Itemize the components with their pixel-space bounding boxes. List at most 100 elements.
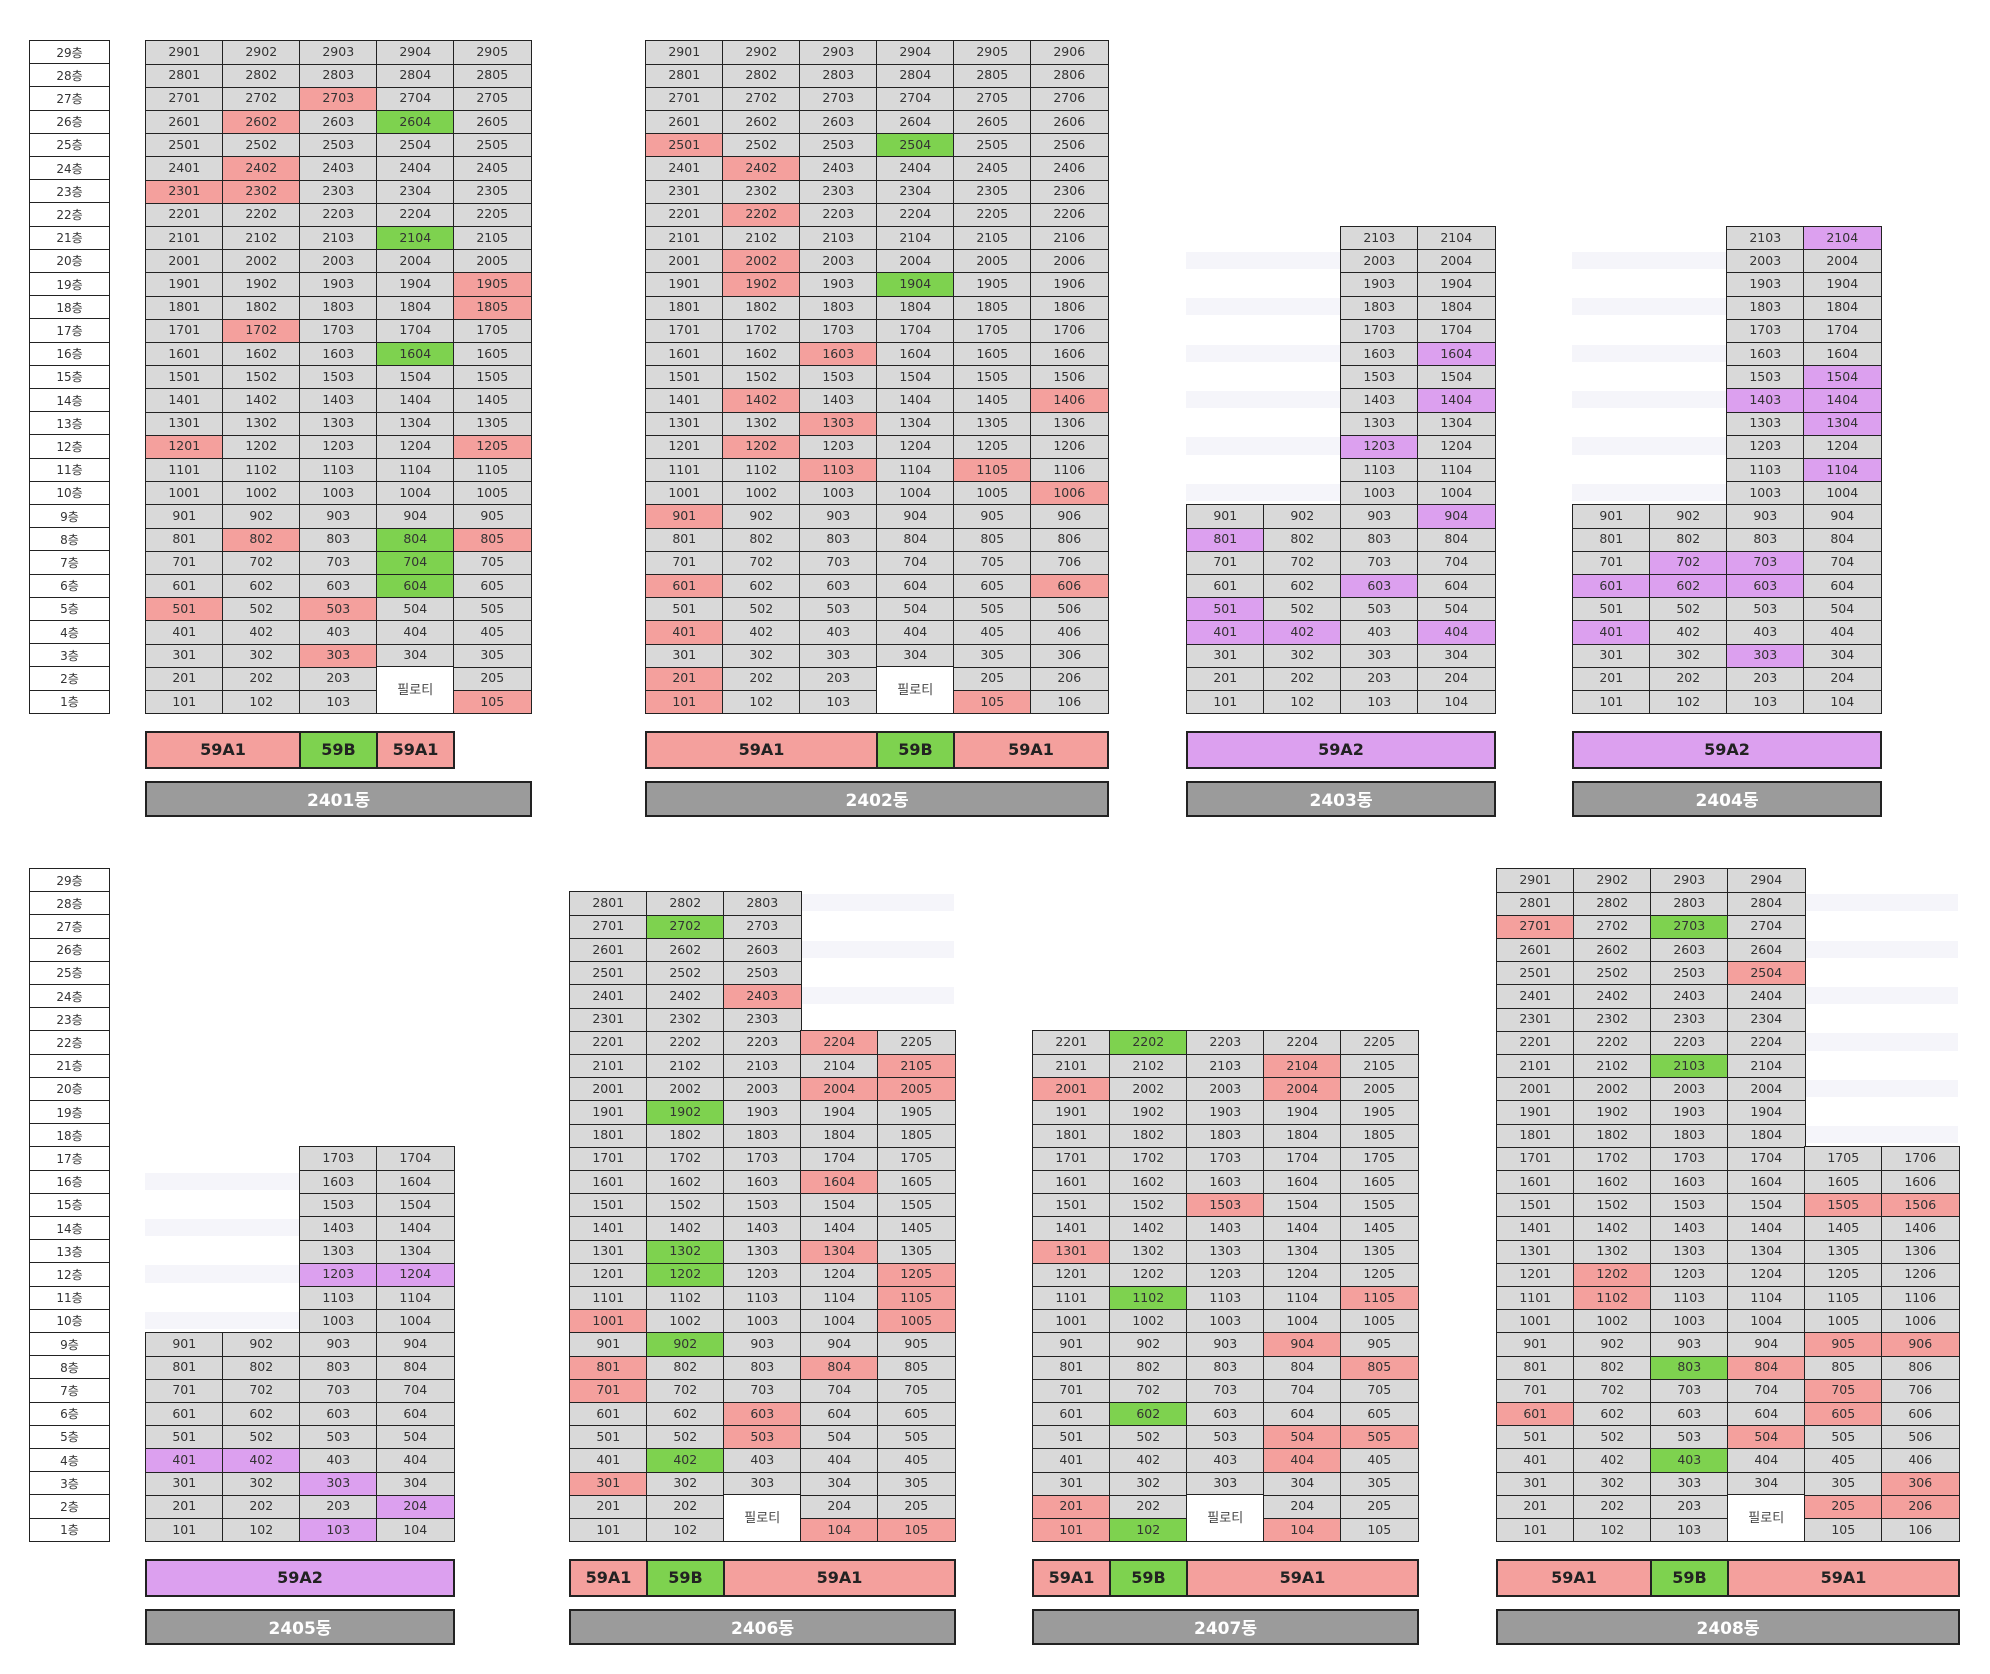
unit-cell[interactable]: 804 [800,1355,879,1380]
unit-cell[interactable]: 2704 [876,86,955,112]
unit-cell[interactable]: 1204 [800,1262,879,1288]
unit-cell[interactable]: 1004 [800,1308,879,1334]
unit-cell[interactable]: 1202 [1109,1262,1188,1288]
unit-cell[interactable]: 403 [1186,1448,1265,1473]
unit-cell[interactable]: 501 [569,1424,648,1450]
unit-cell[interactable]: 1902 [222,272,301,297]
unit-cell[interactable]: 2003 [1340,248,1419,274]
unit-cell[interactable]: 1103 [1186,1285,1265,1311]
unit-cell[interactable]: 604 [1417,573,1496,599]
unit-cell[interactable]: 1603 [1650,1169,1729,1195]
unit-cell[interactable]: 1105 [953,457,1032,483]
unit-cell[interactable]: 2202 [1573,1030,1652,1056]
unit-cell[interactable]: 1205 [877,1262,956,1288]
unit-cell[interactable]: 1204 [1803,434,1882,460]
unit-cell[interactable]: 605 [877,1401,956,1427]
unit-cell[interactable]: 2004 [876,248,955,274]
unit-cell[interactable]: 1301 [569,1239,648,1264]
unit-cell[interactable]: 702 [646,1378,725,1404]
unit-cell[interactable]: 205 [877,1494,956,1520]
unit-cell[interactable]: 1501 [1032,1192,1111,1218]
unit-cell[interactable]: 2703 [299,86,378,112]
unit-cell[interactable]: 2602 [222,109,301,135]
unit-cell[interactable]: 101 [1186,689,1265,715]
unit-cell[interactable]: 901 [1496,1332,1575,1357]
unit-cell[interactable]: 503 [1650,1424,1729,1450]
unit-cell[interactable]: 1005 [1340,1308,1419,1334]
unit-cell[interactable]: 602 [1109,1401,1188,1427]
unit-cell[interactable]: 304 [376,643,455,668]
unit-cell[interactable]: 1304 [800,1239,879,1264]
unit-cell[interactable]: 2802 [646,891,725,916]
unit-cell[interactable]: 1504 [1803,364,1882,390]
unit-cell[interactable]: 504 [1727,1424,1806,1450]
unit-cell[interactable]: 902 [646,1332,725,1357]
unit-cell[interactable]: 301 [1496,1471,1575,1496]
unit-cell[interactable]: 703 [1650,1378,1729,1404]
unit-cell[interactable]: 1005 [953,480,1032,506]
unit-cell[interactable]: 505 [453,596,532,622]
unit-cell[interactable]: 1004 [1727,1308,1806,1334]
unit-cell[interactable]: 1401 [1496,1216,1575,1241]
unit-cell[interactable]: 1703 [723,1146,802,1172]
unit-cell[interactable]: 401 [569,1448,648,1473]
unit-cell[interactable]: 2004 [800,1076,879,1102]
unit-cell[interactable]: 805 [1804,1355,1883,1380]
unit-cell[interactable]: 1901 [145,272,224,297]
unit-cell[interactable]: 2202 [222,202,301,228]
unit-cell[interactable]: 804 [1417,527,1496,552]
unit-cell[interactable]: 2601 [645,109,724,135]
unit-cell[interactable]: 805 [453,527,532,552]
unit-cell[interactable]: 1202 [222,434,301,460]
unit-cell[interactable]: 2306 [1030,179,1109,204]
unit-cell[interactable]: 202 [222,1494,301,1520]
unit-cell[interactable]: 203 [799,666,878,692]
unit-cell[interactable]: 804 [1803,527,1882,552]
unit-cell[interactable]: 1301 [1496,1239,1575,1264]
unit-cell[interactable]: 1601 [1032,1169,1111,1195]
unit-cell[interactable]: 603 [723,1401,802,1427]
unit-cell[interactable]: 605 [953,573,1032,599]
unit-cell[interactable]: 2201 [569,1030,648,1056]
unit-cell[interactable]: 2504 [1727,960,1806,986]
unit-cell[interactable]: 703 [299,550,378,576]
unit-cell[interactable]: 105 [1340,1517,1419,1543]
unit-cell[interactable]: 1505 [953,364,1032,390]
unit-cell[interactable]: 603 [1726,573,1805,599]
unit-cell[interactable]: 902 [1573,1332,1652,1357]
unit-cell[interactable]: 1306 [1881,1239,1960,1264]
unit-cell[interactable]: 2002 [722,248,801,274]
unit-cell[interactable]: 1703 [299,318,378,344]
unit-cell[interactable]: 1801 [1032,1123,1111,1148]
unit-cell[interactable]: 903 [299,1332,378,1357]
unit-cell[interactable]: 2201 [145,202,224,228]
unit-cell[interactable]: 1703 [1340,318,1419,344]
unit-cell[interactable]: 2105 [1340,1053,1419,1079]
unit-cell[interactable]: 601 [1186,573,1265,599]
unit-cell[interactable]: 2902 [722,40,801,65]
unit-cell[interactable]: 1105 [453,457,532,483]
unit-cell[interactable]: 2905 [453,40,532,65]
unit-cell[interactable]: 1801 [1496,1123,1575,1148]
unit-cell[interactable]: 405 [953,620,1032,645]
unit-cell[interactable]: 2001 [1496,1076,1575,1102]
unit-cell[interactable]: 303 [299,643,378,668]
unit-cell[interactable]: 801 [569,1355,648,1380]
unit-cell[interactable]: 1505 [453,364,532,390]
unit-cell[interactable]: 1006 [1030,480,1109,506]
unit-cell[interactable]: 406 [1030,620,1109,645]
unit-cell[interactable]: 1804 [1727,1123,1806,1148]
unit-cell[interactable]: 2104 [876,225,955,251]
unit-cell[interactable]: 2201 [1032,1030,1111,1056]
unit-cell[interactable]: 1504 [876,364,955,390]
unit-cell[interactable]: 2201 [645,202,724,228]
unit-cell[interactable]: 2303 [799,179,878,204]
unit-cell[interactable]: 2002 [1109,1076,1188,1102]
unit-cell[interactable]: 1006 [1881,1308,1960,1334]
unit-cell[interactable]: 201 [645,666,724,692]
unit-cell[interactable]: 1804 [376,295,455,320]
unit-cell[interactable]: 705 [1340,1378,1419,1404]
unit-cell[interactable]: 2805 [953,63,1032,88]
unit-cell[interactable]: 1004 [376,1308,455,1334]
unit-cell[interactable]: 2804 [376,63,455,88]
